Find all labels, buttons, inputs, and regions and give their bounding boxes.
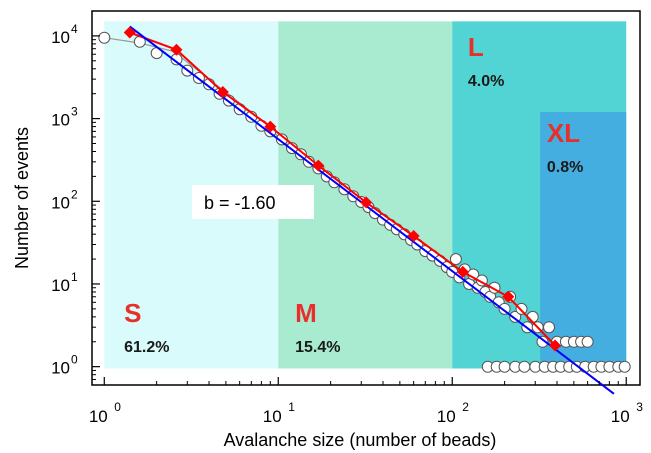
y-tick-label: 10	[51, 276, 70, 295]
scatter-point	[543, 321, 555, 334]
y-tick-exponent: 0	[71, 353, 78, 367]
x-tick-label: 10	[437, 407, 456, 426]
x-tick-label: 10	[89, 407, 108, 426]
x-tick-exponent: 1	[288, 400, 295, 414]
region-percent-s: 61.2%	[124, 339, 169, 356]
binned-average-point	[264, 120, 277, 133]
fit-annotation-box	[192, 185, 314, 219]
binned-average-point	[312, 159, 325, 172]
scatter-point	[581, 335, 594, 348]
binned-average-point	[123, 26, 136, 39]
binned-average-point	[360, 196, 373, 209]
x-tick-label: 10	[263, 407, 282, 426]
binned-average-point	[456, 265, 469, 278]
axes: 10 0 10 1 10 2 10 310 010 110 210 310 4	[51, 22, 643, 426]
binned-average-point	[216, 85, 229, 98]
plot-frame	[91, 10, 641, 386]
scatter-point	[618, 360, 631, 373]
scatter-point	[498, 302, 511, 315]
y-axis-title: Number of events	[12, 127, 32, 269]
y-tick-exponent: 4	[71, 22, 78, 36]
binned-average-line	[129, 31, 556, 347]
region-percent-m: 15.4%	[295, 339, 340, 356]
scatter-point	[509, 310, 522, 323]
y-tick-label: 10	[51, 111, 70, 130]
binned-average-point	[407, 230, 420, 243]
scatter-point	[498, 360, 511, 373]
region-label-l: L	[468, 32, 484, 62]
y-tick-exponent: 3	[71, 105, 78, 119]
plot-border	[91, 10, 641, 386]
scatter-point	[98, 31, 111, 44]
y-tick-exponent: 1	[71, 270, 78, 284]
y-tick-label: 10	[51, 28, 70, 47]
region-labels: S 61.2% M 15.4% L 4.0% XL 0.8%	[124, 32, 583, 356]
region-label-xl: XL	[547, 118, 580, 148]
binned-average-point	[502, 290, 515, 303]
scatter-point	[294, 148, 307, 161]
power-law-fit-line	[129, 25, 615, 395]
x-tick-exponent: 2	[462, 400, 469, 414]
data-series	[98, 25, 631, 395]
size-class-regions	[104, 21, 627, 369]
y-tick-label: 10	[51, 359, 70, 378]
scatter-point	[518, 360, 531, 373]
y-tick-exponent: 2	[71, 187, 78, 201]
scatter-point	[536, 335, 549, 348]
fit-annotation: b = -1.60	[192, 185, 314, 219]
binned-average-point	[549, 339, 562, 352]
region-percent-xl: 0.8%	[547, 159, 583, 176]
x-axis-title: Avalanche size (number of beads)	[224, 430, 497, 450]
x-tick-label: 10	[611, 407, 630, 426]
fit-annotation-text: b = -1.60	[204, 193, 276, 213]
scatter-point	[449, 253, 462, 266]
x-tick-exponent: 0	[114, 400, 121, 414]
binned-average-point	[170, 43, 183, 56]
x-tick-exponent: 3	[636, 400, 643, 414]
region-label-s: S	[124, 298, 141, 328]
region-label-m: M	[295, 298, 317, 328]
y-tick-label: 10	[51, 193, 70, 212]
scatter-point	[515, 302, 528, 315]
region-percent-l: 4.0%	[468, 73, 504, 90]
